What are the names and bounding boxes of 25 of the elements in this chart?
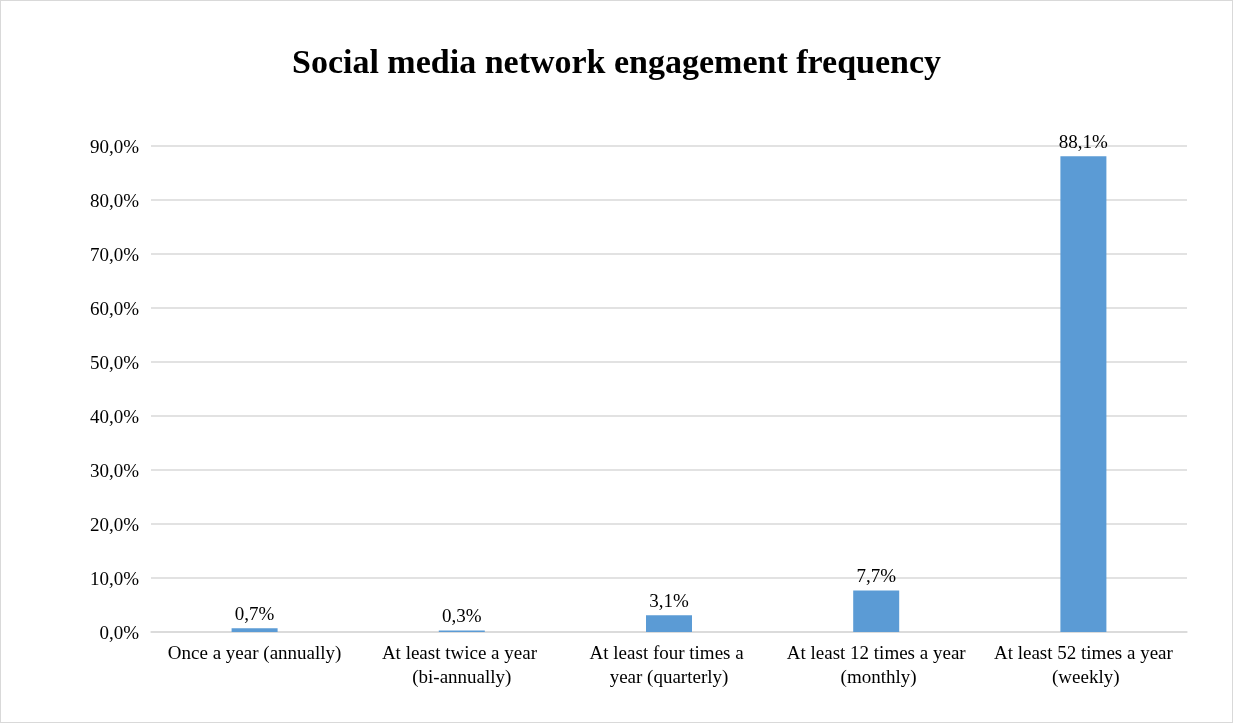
y-tick-label: 50,0% <box>89 351 140 373</box>
y-tick-label: 90,0% <box>89 135 140 157</box>
x-tick-label: At least 12 times a year (monthly) <box>786 641 967 688</box>
y-tick-label: 10,0% <box>89 567 140 589</box>
x-tick-label: At least twice a year (bi-annually) <box>381 641 542 688</box>
x-tick-label: At least four times a year (quarterly) <box>589 641 749 688</box>
y-tick-label: 20,0% <box>89 513 140 535</box>
x-tick-label: Once a year (annually) <box>167 641 342 664</box>
bar <box>231 628 278 632</box>
bar <box>853 590 900 632</box>
data-label: 88,1% <box>1058 131 1109 153</box>
y-tick-label: 80,0% <box>89 189 140 211</box>
data-label: 7,7% <box>856 565 897 587</box>
chart-title: Social media network engagement frequency <box>291 42 942 80</box>
x-tick-label: At least 52 times a year (weekly) <box>993 641 1174 688</box>
bar <box>1060 156 1107 632</box>
y-tick-label: 30,0% <box>89 459 140 481</box>
y-tick-label: 40,0% <box>89 405 140 427</box>
y-tick-label: 70,0% <box>89 243 140 265</box>
y-tick-label: 60,0% <box>89 297 140 319</box>
data-label: 3,1% <box>649 590 689 612</box>
data-label: 0,7% <box>234 603 275 625</box>
bar <box>646 615 692 632</box>
y-tick-label: 0,0% <box>99 621 140 643</box>
data-label: 0,3% <box>442 605 482 627</box>
